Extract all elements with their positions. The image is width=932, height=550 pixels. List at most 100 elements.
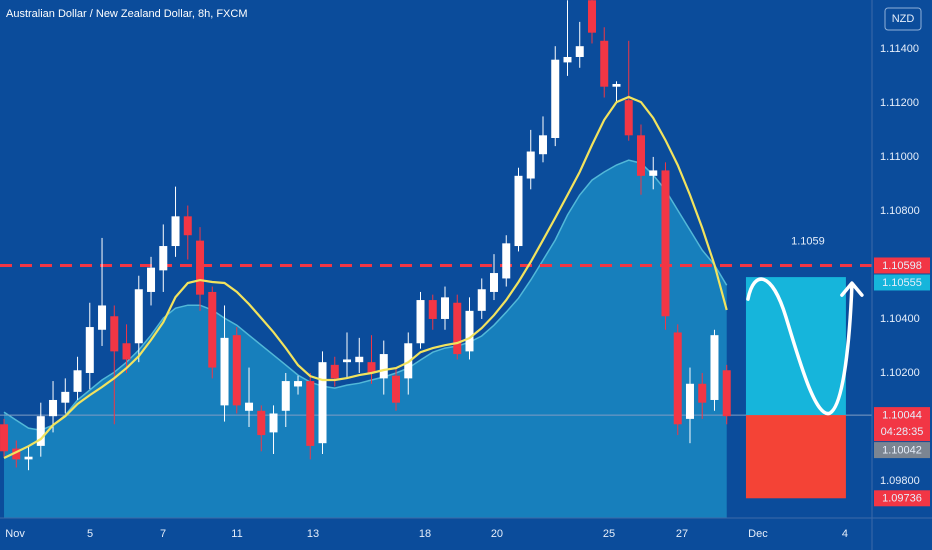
candle-body xyxy=(306,381,315,446)
candle-body xyxy=(36,416,45,446)
candle-body xyxy=(232,335,241,406)
y-tick-label: 1.11200 xyxy=(880,97,919,109)
candle-body xyxy=(685,383,694,419)
candle-body xyxy=(416,300,425,344)
band-area xyxy=(4,160,727,518)
candle-body xyxy=(379,354,388,379)
band-line xyxy=(3,159,728,431)
annotation: 1.1059 xyxy=(791,236,825,248)
price-label-box xyxy=(874,490,930,507)
candle-body xyxy=(0,424,9,452)
x-tick-label: 27 xyxy=(676,528,688,540)
candle-body xyxy=(294,381,303,387)
candle-body xyxy=(698,383,707,403)
x-tick-label: Nov xyxy=(5,528,25,540)
price-label: 1.09736 xyxy=(882,493,922,505)
candle-body xyxy=(477,289,486,311)
price-label-box xyxy=(874,407,930,442)
x-tick-label: 5 xyxy=(87,528,93,540)
candle-body xyxy=(673,332,682,425)
candle-body xyxy=(110,316,119,352)
candle-body xyxy=(465,310,474,352)
candle-body xyxy=(514,175,523,247)
candle-body xyxy=(85,327,94,373)
chart-title: Australian Dollar / New Zealand Dollar, … xyxy=(6,8,247,20)
candle-body xyxy=(257,410,266,436)
currency-button[interactable] xyxy=(884,7,922,31)
candle-body xyxy=(502,243,511,279)
x-tick-label: 18 xyxy=(419,528,431,540)
candle-body xyxy=(710,335,719,400)
candle-body xyxy=(49,399,58,417)
candle-body xyxy=(269,413,278,433)
price-label: 1.10044 xyxy=(882,410,922,422)
candle-body xyxy=(12,448,21,460)
countdown: 04:28:35 xyxy=(881,426,924,438)
candle-body xyxy=(318,362,327,444)
x-tick-label: Dec xyxy=(748,528,768,540)
candle-body xyxy=(722,370,731,417)
y-tick-label: 1.11000 xyxy=(880,151,919,163)
candle-body xyxy=(330,364,339,379)
candle-body xyxy=(551,59,560,139)
price-label-box xyxy=(874,257,930,274)
candle-body xyxy=(73,370,82,392)
candle-body xyxy=(171,216,180,247)
candle-body xyxy=(245,402,254,411)
candle-body xyxy=(24,456,33,460)
candle-body xyxy=(61,391,70,403)
candle-body xyxy=(343,359,352,363)
forecast-arrow xyxy=(746,277,854,416)
plot-area xyxy=(0,0,872,518)
candle-body xyxy=(563,56,572,63)
candle-body xyxy=(453,302,462,355)
candle-body xyxy=(636,135,645,176)
candle-body xyxy=(98,305,107,330)
candle-body xyxy=(612,83,621,87)
price-label: 1.10598 xyxy=(882,260,922,272)
candle-body xyxy=(649,170,658,176)
y-tick-label: 1.10800 xyxy=(880,205,920,217)
x-tick-label: 20 xyxy=(491,528,503,540)
y-tick-label: 1.11400 xyxy=(880,43,919,55)
price-label: 1.10042 xyxy=(882,445,922,457)
candle-body xyxy=(600,40,609,87)
candle-body xyxy=(538,135,547,155)
candle-body xyxy=(208,291,217,368)
x-tick-label: 13 xyxy=(307,528,319,540)
candle-body xyxy=(392,375,401,403)
x-tick-label: 25 xyxy=(603,528,615,540)
stop-zone xyxy=(745,415,846,499)
y-tick-label: 1.09800 xyxy=(880,475,920,487)
price-label: 1.10555 xyxy=(882,277,922,289)
y-tick-label: 1.10200 xyxy=(880,367,920,379)
price-label-box xyxy=(874,442,930,459)
price-label-box xyxy=(874,274,930,291)
candle-body xyxy=(661,170,670,317)
candle-body xyxy=(575,46,584,57)
candle-body xyxy=(122,343,131,360)
x-tick-label: 7 xyxy=(160,528,166,540)
x-tick-label: 4 xyxy=(842,528,848,540)
candle-body xyxy=(159,246,168,271)
candle-body xyxy=(526,151,535,179)
forecast-arrowhead xyxy=(840,281,864,297)
currency-label[interactable]: NZD xyxy=(892,13,915,25)
moving-average xyxy=(3,95,728,459)
x-tick-label: 11 xyxy=(231,528,242,540)
candle-body xyxy=(134,289,143,344)
candle-body xyxy=(624,100,633,136)
candle-body xyxy=(428,300,437,319)
candle-body xyxy=(147,267,156,292)
candle-body xyxy=(355,356,364,363)
y-tick-label: 1.10400 xyxy=(880,313,920,325)
candle-body xyxy=(489,273,498,292)
candle-body xyxy=(367,362,376,373)
candle-body xyxy=(587,0,596,33)
candle-body xyxy=(183,216,192,236)
candle-body xyxy=(196,240,205,295)
candle-body xyxy=(220,337,229,406)
candle-body xyxy=(281,381,290,411)
candle-body xyxy=(441,297,450,319)
